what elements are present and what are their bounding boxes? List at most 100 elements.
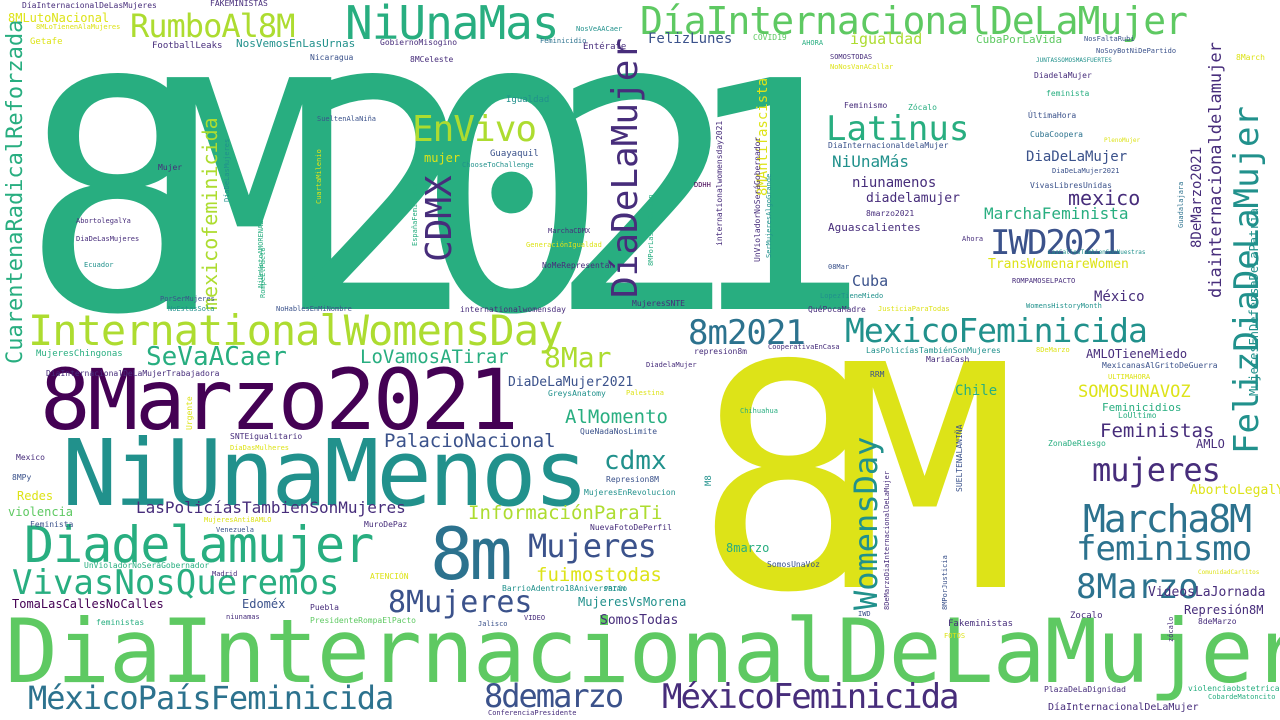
- word: 8m2021: [688, 313, 806, 353]
- word: MéxicoFeminicida: [662, 677, 960, 717]
- word: LoÚltimo: [1118, 411, 1157, 420]
- word: DiaInternacionaldelaMujer: [828, 141, 949, 150]
- word: violenciaobstetrica: [1188, 684, 1280, 693]
- word: ComunidadCarlitos: [1198, 569, 1260, 576]
- word: DíaDeLaMujer: [605, 37, 646, 298]
- word: ROMPAMOSELPACTO: [1012, 277, 1076, 285]
- word: 8DeMarzo: [1036, 346, 1070, 354]
- word: CooperativaEnCasa: [768, 343, 840, 351]
- word: MarchaFeminista: [984, 204, 1129, 223]
- word: PorSerMujeres: [160, 295, 215, 303]
- word: diainternacionaldelamujer: [1206, 42, 1226, 298]
- word: represion8m: [694, 347, 747, 356]
- word: NoNosVanACallar: [830, 63, 894, 71]
- word: MujeresChingonas: [36, 349, 123, 359]
- word: SomosUnaVoz: [767, 560, 820, 569]
- word: SomosTodas: [600, 613, 679, 628]
- word: Feminicidio: [540, 37, 587, 45]
- word: Jalisco: [478, 620, 508, 628]
- word: VivasNosQueremos: [12, 563, 340, 603]
- word: 8MPy: [12, 473, 32, 482]
- word: DíaDeLasMujeres: [223, 138, 231, 202]
- word: JusticiaParaTodas: [878, 305, 950, 313]
- word: Represion8M: [606, 475, 659, 484]
- word: 8m: [430, 512, 513, 596]
- word: 8MPorJusticia: [941, 555, 949, 610]
- word: Feminicidios: [1102, 401, 1182, 414]
- word: Zocalo: [1070, 611, 1103, 621]
- word: 8Mar: [544, 341, 612, 374]
- word: GobiernoMisogino: [380, 38, 458, 47]
- word: InternationalWomensDay: [28, 306, 563, 355]
- word: DiadelaMujer: [646, 361, 697, 369]
- word: IWD: [858, 610, 871, 618]
- word: feminista: [1046, 89, 1090, 98]
- word: MujeresEnDefensaDeLaPatria: [1247, 208, 1261, 396]
- word: TomaLasCallesNoCalles: [12, 597, 164, 611]
- word: DiaInternacionalDeLaMujer: [5, 600, 1280, 703]
- word: NiUnaMás: [832, 152, 910, 171]
- word: CobardeMatoncito: [1208, 693, 1276, 701]
- word: FelizLunes: [648, 31, 733, 47]
- word: ULTIMAHORA: [1108, 373, 1151, 381]
- word: InformaciónParaTi: [468, 502, 663, 524]
- word: LasCallesTambienSonNuestras: [1048, 249, 1146, 256]
- word: Aguascalientes: [828, 221, 921, 234]
- word: NoSoyBotNiDePartido: [1096, 47, 1177, 55]
- word: FAKEMINISTAS: [210, 0, 268, 8]
- word: Represión8M: [1184, 603, 1264, 617]
- word: NoMeRepresentan: [542, 261, 615, 270]
- word: feminismo: [1076, 529, 1252, 569]
- word: PlazaDeLaDignidad: [1044, 685, 1126, 694]
- word: CDMX: [419, 175, 460, 262]
- word: Ahora: [962, 235, 984, 243]
- word: WomensDay: [847, 436, 885, 610]
- word: GeneraciónIgualdad: [526, 241, 602, 249]
- word: DiaDeLaMujer2021: [508, 375, 634, 390]
- word: CubaCoopera: [1030, 130, 1083, 139]
- word: SueltenAlaNiña: [317, 115, 377, 123]
- word: México: [1094, 289, 1145, 305]
- word: GreysAnatomy: [548, 389, 606, 398]
- word: NiUnaMas: [345, 0, 560, 50]
- word: UnVioladorNoSeráGobernador: [84, 561, 210, 570]
- word: NosFaltaRubi: [1084, 35, 1135, 43]
- word: LopezTieneMiedo: [820, 292, 884, 300]
- word: JUNTASSOMOSMASFUERTES: [1036, 57, 1112, 64]
- word: diadelamujer: [866, 191, 960, 206]
- word: Feminista: [30, 520, 74, 529]
- word: 8M: [695, 300, 1018, 661]
- word: RumboAl8M: [130, 7, 295, 45]
- word: PresidenteRompaElPacto: [310, 616, 416, 625]
- word: Guadalajara: [1177, 181, 1185, 228]
- word: mexico: [1068, 186, 1141, 210]
- word: Mujeres: [528, 527, 657, 565]
- word: QueNadaNosLimite: [580, 427, 658, 436]
- word: zócalo: [1167, 616, 1175, 642]
- word: RRM: [870, 370, 885, 379]
- word: CuartaMilenio: [315, 149, 323, 204]
- word: LasPolicíasTambiénSonMujeres: [866, 346, 1001, 355]
- word: EspañaFeminista: [411, 182, 419, 246]
- word: DiaDeLaMujer2021: [1052, 167, 1120, 175]
- word: SeVaACaer: [146, 342, 287, 372]
- word: 8DeMarzo2021: [1189, 146, 1205, 248]
- word: Fakeministas: [948, 619, 1014, 629]
- word: MujeresVsMorena: [578, 595, 687, 609]
- word: AbortolegalYa: [76, 217, 131, 225]
- word: 08Mar: [828, 263, 850, 271]
- word: VivasLibresUnidas: [1030, 181, 1112, 190]
- word: M8: [704, 475, 714, 486]
- word: NosVemosEnLasUrnas: [236, 37, 356, 50]
- word: mexicofeminicida: [198, 117, 222, 310]
- word: NosVeAACaer: [576, 25, 623, 33]
- word: Feminismo: [844, 101, 888, 110]
- word: PalacioNacional: [384, 430, 556, 452]
- word: Diadelamujer: [24, 516, 374, 574]
- word: QuéPocaMadre: [808, 305, 866, 314]
- word: 8DeMarzoDiaInternacionalDeLaMujer: [883, 470, 891, 610]
- word: NuevaFotoDePerfil: [590, 523, 672, 532]
- word: LoVamosATirar: [360, 346, 509, 368]
- word: feministas: [96, 618, 145, 627]
- word: Latinus: [826, 109, 970, 149]
